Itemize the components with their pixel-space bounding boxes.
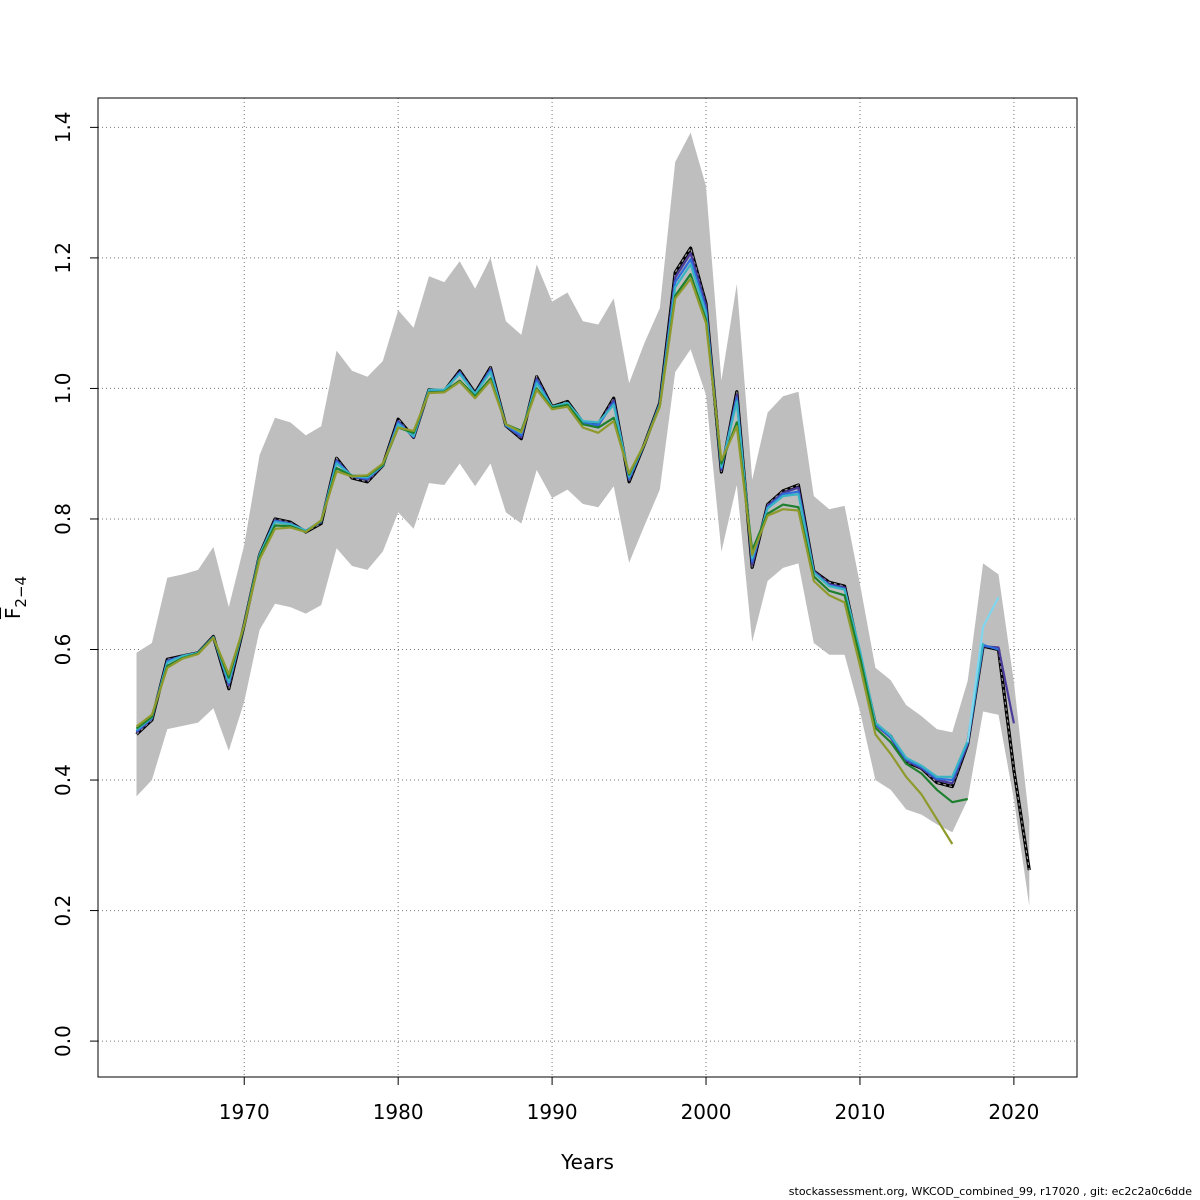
- y-tick-label: 0.8: [51, 503, 75, 535]
- y-axis-title-subscript: 2−4: [12, 576, 30, 608]
- y-tick-label: 0.6: [51, 634, 75, 666]
- y-axis: 0.0 0.2 0.4 0.6 0.8 1.0 1.2 1.4: [51, 111, 98, 1057]
- x-tick-label: 1990: [527, 1100, 578, 1124]
- confidence-band: [136, 132, 1030, 907]
- y-tick-label: 1.4: [51, 111, 75, 143]
- y-tick-label: 1.0: [51, 373, 75, 405]
- series-line-6: [135, 277, 954, 845]
- y-tick-label: 0.2: [51, 895, 75, 927]
- confidence-band-layer: [136, 132, 1030, 907]
- footer-credit: stockassessment.org, WKCOD_combined_99, …: [788, 1185, 1192, 1198]
- plot-frame: [97, 97, 1078, 1078]
- y-tick-label: 0.0: [51, 1025, 75, 1057]
- x-axis: 1970 1980 1990 2000 2010 2020: [219, 1077, 1039, 1124]
- y-axis-title: F2−4: [1, 576, 30, 619]
- y-tick-label: 0.4: [51, 764, 75, 796]
- x-tick-label: 2020: [988, 1100, 1039, 1124]
- y-tick-label: 1.2: [51, 242, 75, 274]
- series-line-3: [135, 263, 985, 778]
- series-line-4: [966, 596, 1000, 743]
- x-tick-label: 1980: [373, 1100, 424, 1124]
- x-axis-title: Years: [560, 1150, 614, 1174]
- x-tick-label: 1970: [219, 1100, 270, 1124]
- x-tick-label: 2000: [681, 1100, 732, 1124]
- y-axis-title-main: F: [1, 608, 25, 620]
- series-layer: [135, 246, 1031, 871]
- x-tick-label: 2010: [835, 1100, 886, 1124]
